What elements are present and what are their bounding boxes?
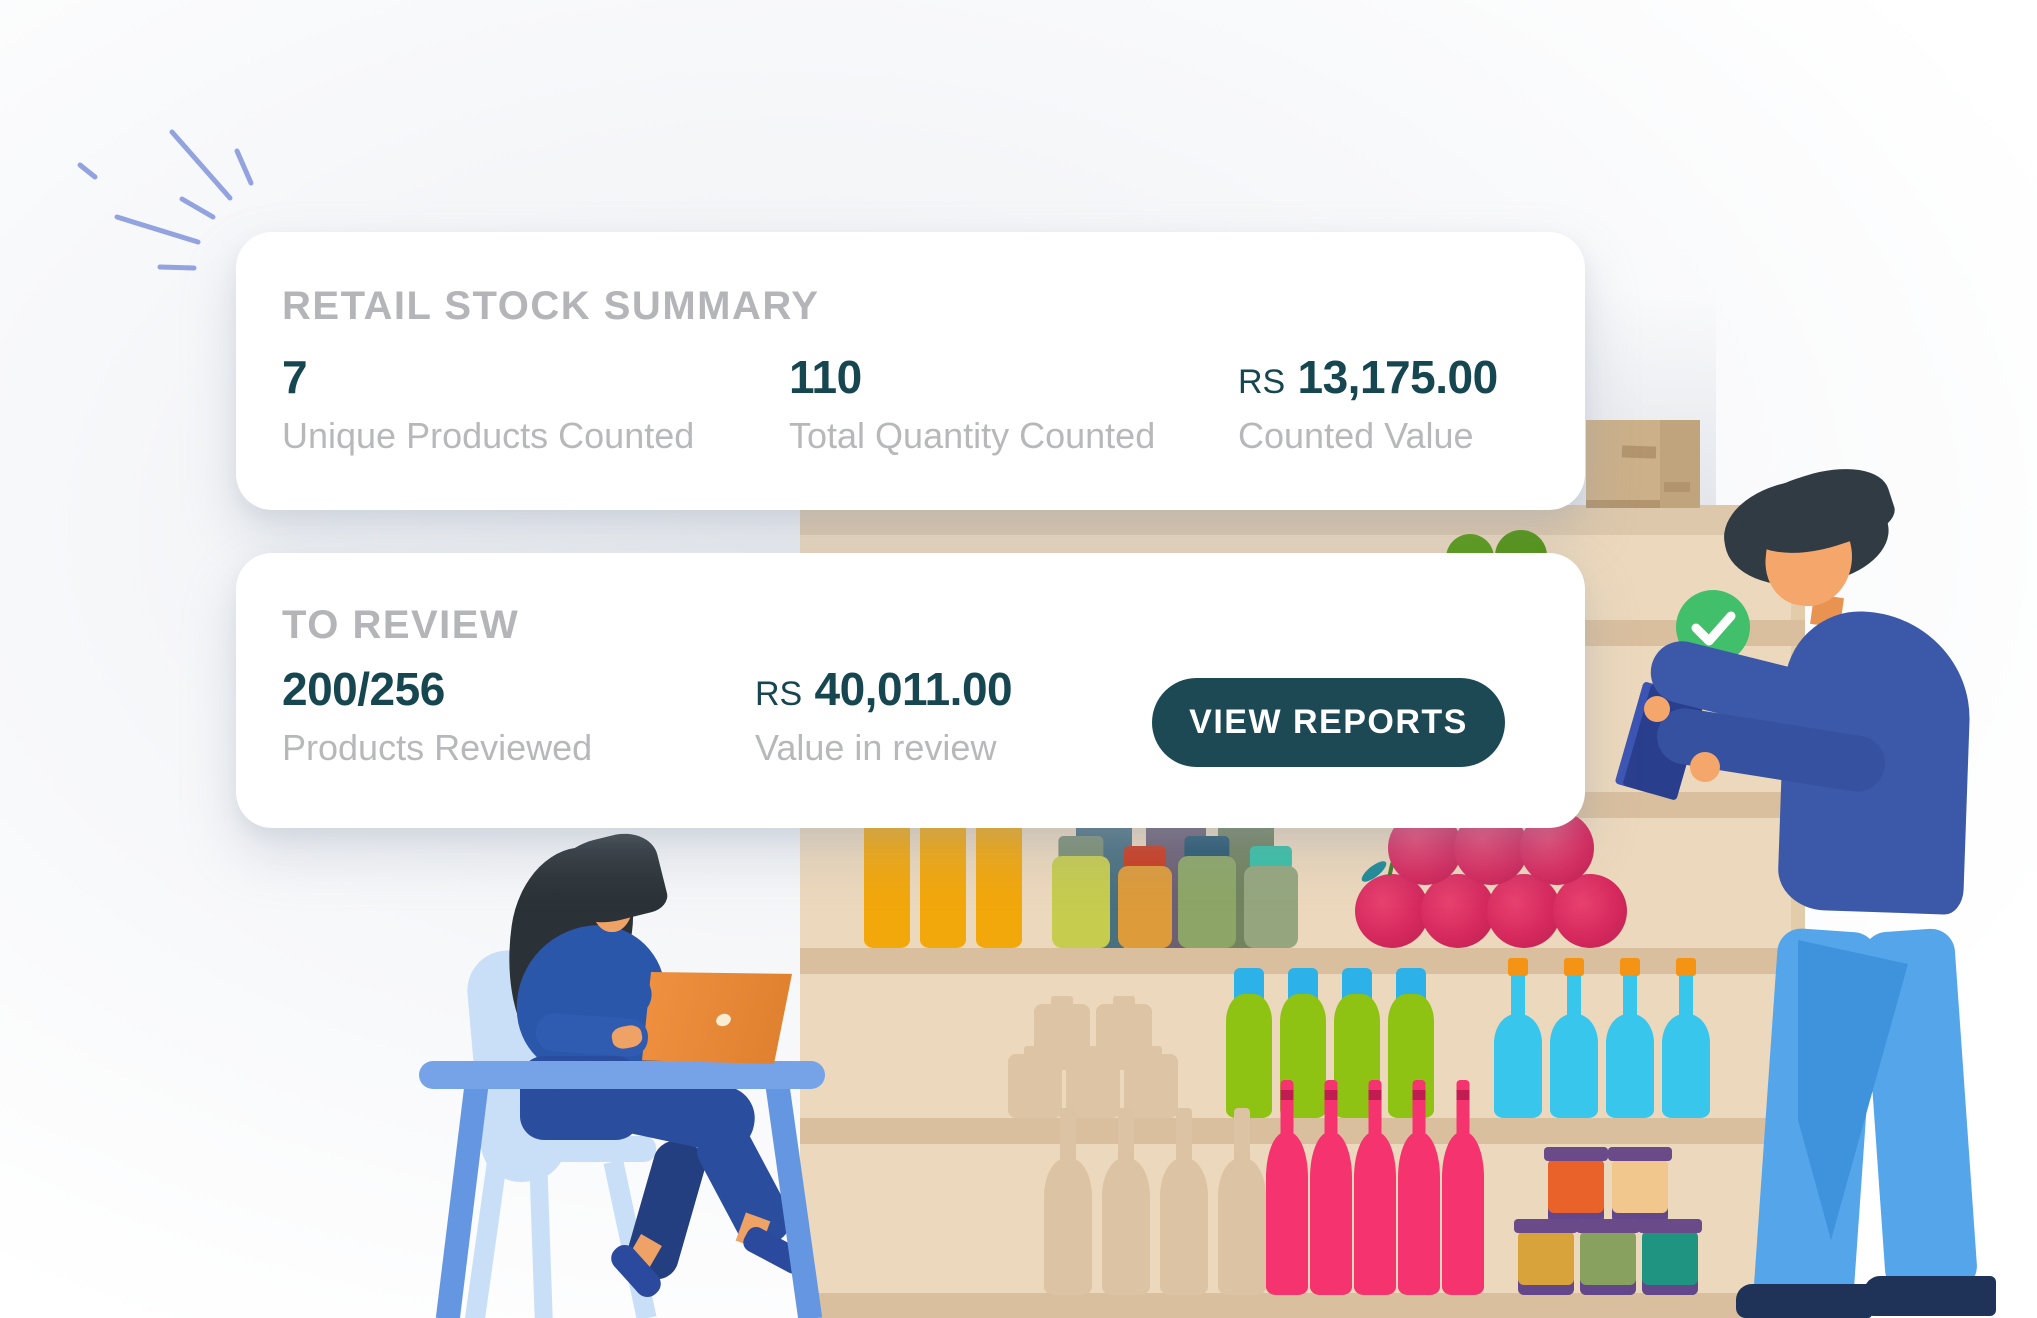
pink-bottle xyxy=(1442,1080,1484,1295)
man-shoe xyxy=(1864,1276,1996,1316)
stat-unique-products: 7 Unique Products Counted xyxy=(282,354,694,456)
stat-label: Value in review xyxy=(755,727,997,768)
stat-counted-value: RS 13,175.00 Counted Value xyxy=(1238,354,1498,456)
laptop xyxy=(642,972,792,1064)
jar xyxy=(1118,846,1172,948)
laptop-logo-dot xyxy=(714,1011,733,1029)
jar xyxy=(1244,846,1298,948)
card-title: RETAIL STOCK SUMMARY xyxy=(282,284,820,328)
cyan-bottle xyxy=(1494,958,1542,1118)
stat-value: 7 xyxy=(282,351,308,403)
box-tape xyxy=(1621,445,1657,459)
stat-value: RS 13,175.00 xyxy=(1238,351,1498,403)
to-review-card: TO REVIEW 200/256 Products Reviewed RS 4… xyxy=(236,553,1585,828)
silhouette-bottle xyxy=(1044,1108,1092,1295)
stat-value: 200/256 xyxy=(282,663,445,715)
desk-top xyxy=(419,1061,825,1089)
sparkle-lines-icon xyxy=(77,129,254,271)
card-title: TO REVIEW xyxy=(282,603,520,647)
man-hand xyxy=(1690,752,1720,782)
view-reports-button[interactable]: VIEW REPORTS xyxy=(1152,678,1505,767)
shelf-top-surface xyxy=(800,505,1805,535)
apple xyxy=(1355,874,1429,948)
chair-leg xyxy=(529,1161,553,1318)
currency-prefix: RS xyxy=(1238,363,1286,401)
man-hand xyxy=(1644,696,1670,722)
stat-label: Products Reviewed xyxy=(282,727,593,768)
stat-products-reviewed: 200/256 Products Reviewed xyxy=(282,666,592,768)
box-tape xyxy=(1664,482,1690,492)
pink-bottle xyxy=(1310,1080,1352,1295)
silhouette-bottle xyxy=(1218,1108,1266,1295)
currency-prefix: RS xyxy=(755,675,803,713)
cyan-bottle xyxy=(1662,958,1710,1118)
apple xyxy=(1553,874,1627,948)
cardboard-box xyxy=(1586,420,1700,508)
man-shoe xyxy=(1736,1284,1872,1318)
jar xyxy=(1052,836,1110,948)
retail-stock-summary-card: RETAIL STOCK SUMMARY 7 Unique Products C… xyxy=(236,232,1585,510)
chair-seat xyxy=(506,1136,656,1162)
silhouette-bottle xyxy=(1102,1108,1150,1295)
stat-value: RS 40,011.00 xyxy=(755,663,1013,715)
canned-food xyxy=(1638,1219,1702,1295)
cyan-bottle xyxy=(1550,958,1598,1118)
pink-bottle xyxy=(1266,1080,1308,1295)
pink-bottle xyxy=(1354,1080,1396,1295)
apple xyxy=(1421,874,1495,948)
pink-bottle xyxy=(1398,1080,1440,1295)
canned-food xyxy=(1576,1219,1640,1295)
silhouette-bottle xyxy=(1160,1108,1208,1295)
stat-label: Unique Products Counted xyxy=(282,415,695,456)
stat-total-quantity: 110 Total Quantity Counted xyxy=(789,354,1155,456)
cyan-bottle xyxy=(1606,958,1654,1118)
canned-food xyxy=(1608,1147,1672,1223)
canned-food xyxy=(1514,1219,1578,1295)
stat-label: Total Quantity Counted xyxy=(789,415,1156,456)
apple xyxy=(1487,874,1561,948)
stat-value: 110 xyxy=(789,351,862,403)
shelf-board xyxy=(800,1293,1805,1318)
jar xyxy=(1178,836,1236,948)
green-bottle xyxy=(1226,968,1272,1118)
canned-food xyxy=(1544,1147,1608,1223)
stat-value-in-review: RS 40,011.00 Value in review xyxy=(755,663,1013,768)
stat-label: Counted Value xyxy=(1238,415,1474,456)
